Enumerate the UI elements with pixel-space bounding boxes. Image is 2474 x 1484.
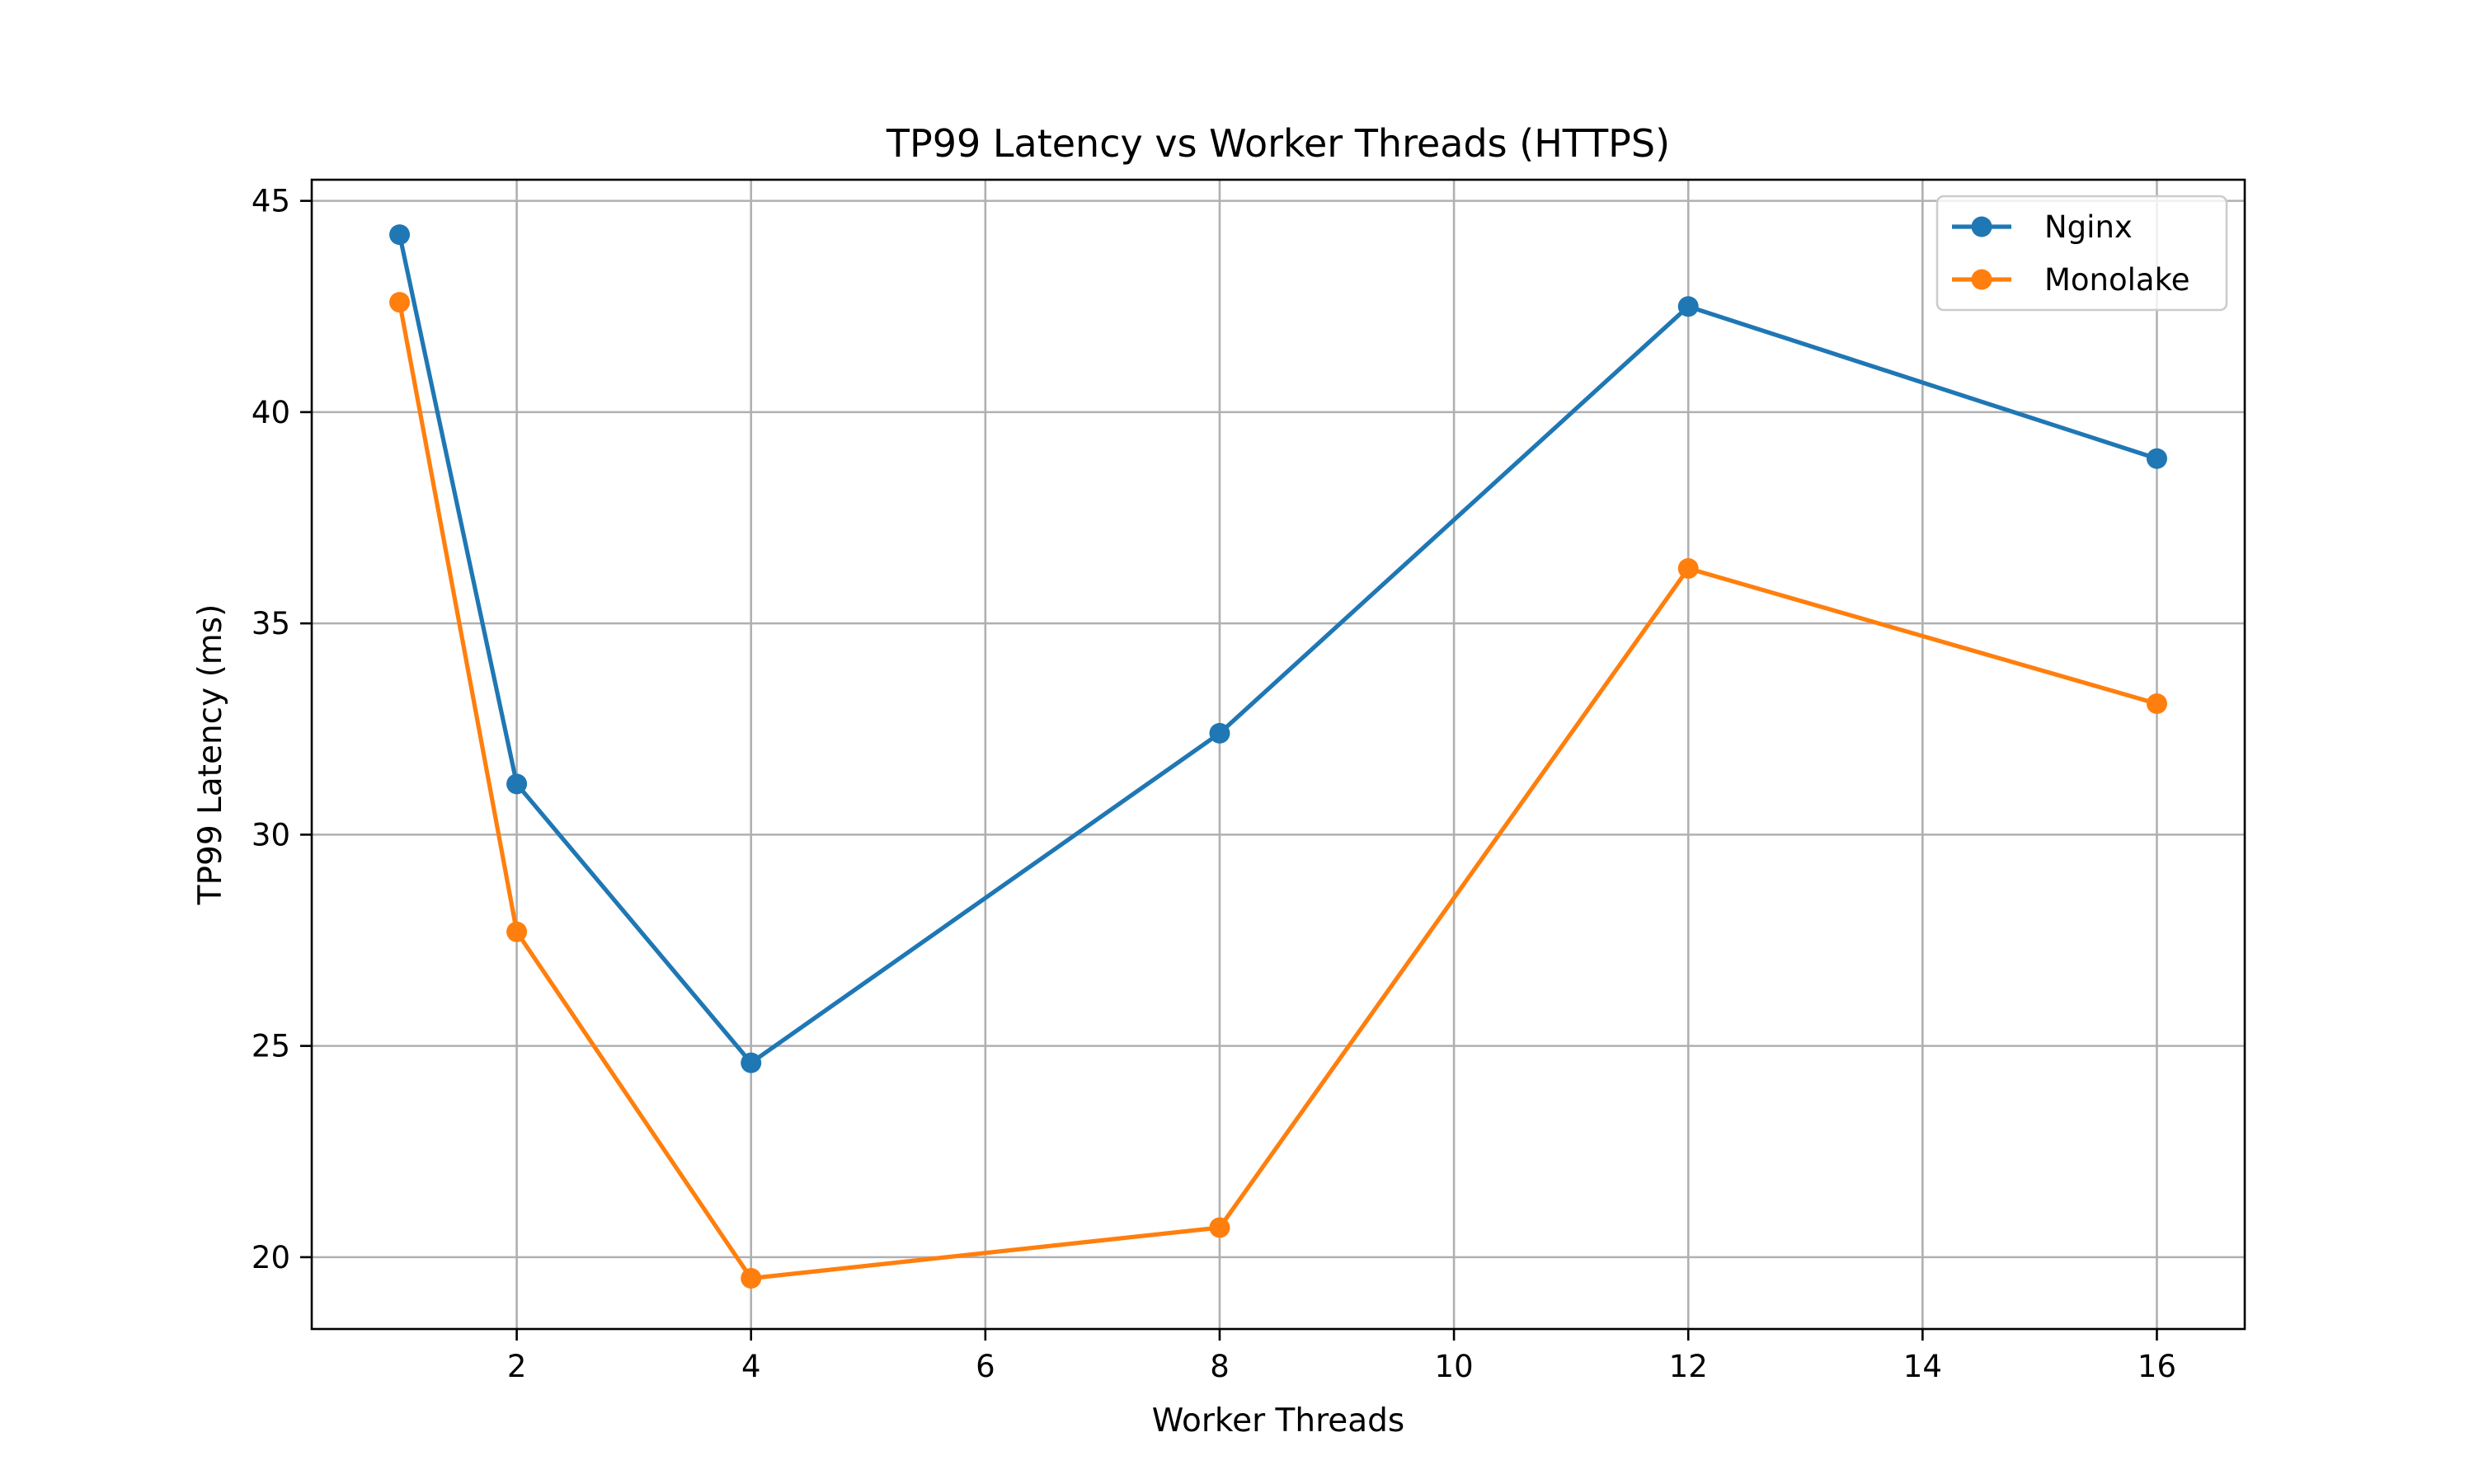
y-tick-label: 25 xyxy=(252,1029,290,1064)
plot-area-frame xyxy=(310,178,2246,1331)
series-lines xyxy=(389,224,2167,1289)
y-tick-label: 20 xyxy=(252,1240,290,1275)
x-tick-label: 16 xyxy=(2138,1349,2176,1384)
x-tick-label: 10 xyxy=(1435,1349,1474,1384)
x-tick-label: 2 xyxy=(507,1349,527,1384)
x-tick-label: 12 xyxy=(1669,1349,1708,1384)
y-axis-label: TP99 Latency (ms) xyxy=(192,604,229,906)
x-tick-label: 4 xyxy=(741,1349,761,1384)
y-tick-label: 30 xyxy=(252,817,290,852)
monolake-point xyxy=(389,292,411,313)
nginx-point xyxy=(741,1052,762,1073)
nginx-point xyxy=(1677,296,1699,317)
monolake-point xyxy=(1677,558,1699,579)
monolake-point xyxy=(1209,1217,1230,1238)
legend-label-nginx: Nginx xyxy=(2044,209,2133,245)
x-tick-label: 6 xyxy=(976,1349,995,1384)
monolake-point xyxy=(506,921,528,942)
y-tick-label: 40 xyxy=(252,395,290,430)
x-tick-label: 14 xyxy=(1903,1349,1942,1384)
legend-marker-nginx xyxy=(1971,216,1992,237)
legend-marker-monolake xyxy=(1971,269,1992,290)
monolake-point xyxy=(2146,693,2167,714)
monolake-line xyxy=(397,302,2158,1281)
x-axis-label: Worker Threads xyxy=(1152,1402,1404,1439)
y-tick-label: 45 xyxy=(252,184,290,219)
y-tick-label: 35 xyxy=(252,606,290,641)
nginx-point xyxy=(506,773,528,795)
nginx-point xyxy=(389,224,411,246)
x-tick-label: 8 xyxy=(1210,1349,1230,1384)
series-nginx xyxy=(389,224,2167,1073)
series-monolake xyxy=(389,292,2167,1289)
monolake-point xyxy=(741,1268,762,1289)
legend: Nginx Monolake xyxy=(1935,195,2228,312)
nginx-point xyxy=(2146,448,2167,469)
axis-ticks: 2 4 6 8 10 12 14 16 20 25 30 35 40 45 xyxy=(252,184,2176,1384)
legend-label-monolake: Monolake xyxy=(2044,262,2189,298)
grid-lines xyxy=(312,180,2245,1329)
chart-title: TP99 Latency vs Worker Threads (HTTPS) xyxy=(886,121,1670,166)
nginx-line xyxy=(397,234,2158,1065)
nginx-point xyxy=(1209,722,1230,744)
